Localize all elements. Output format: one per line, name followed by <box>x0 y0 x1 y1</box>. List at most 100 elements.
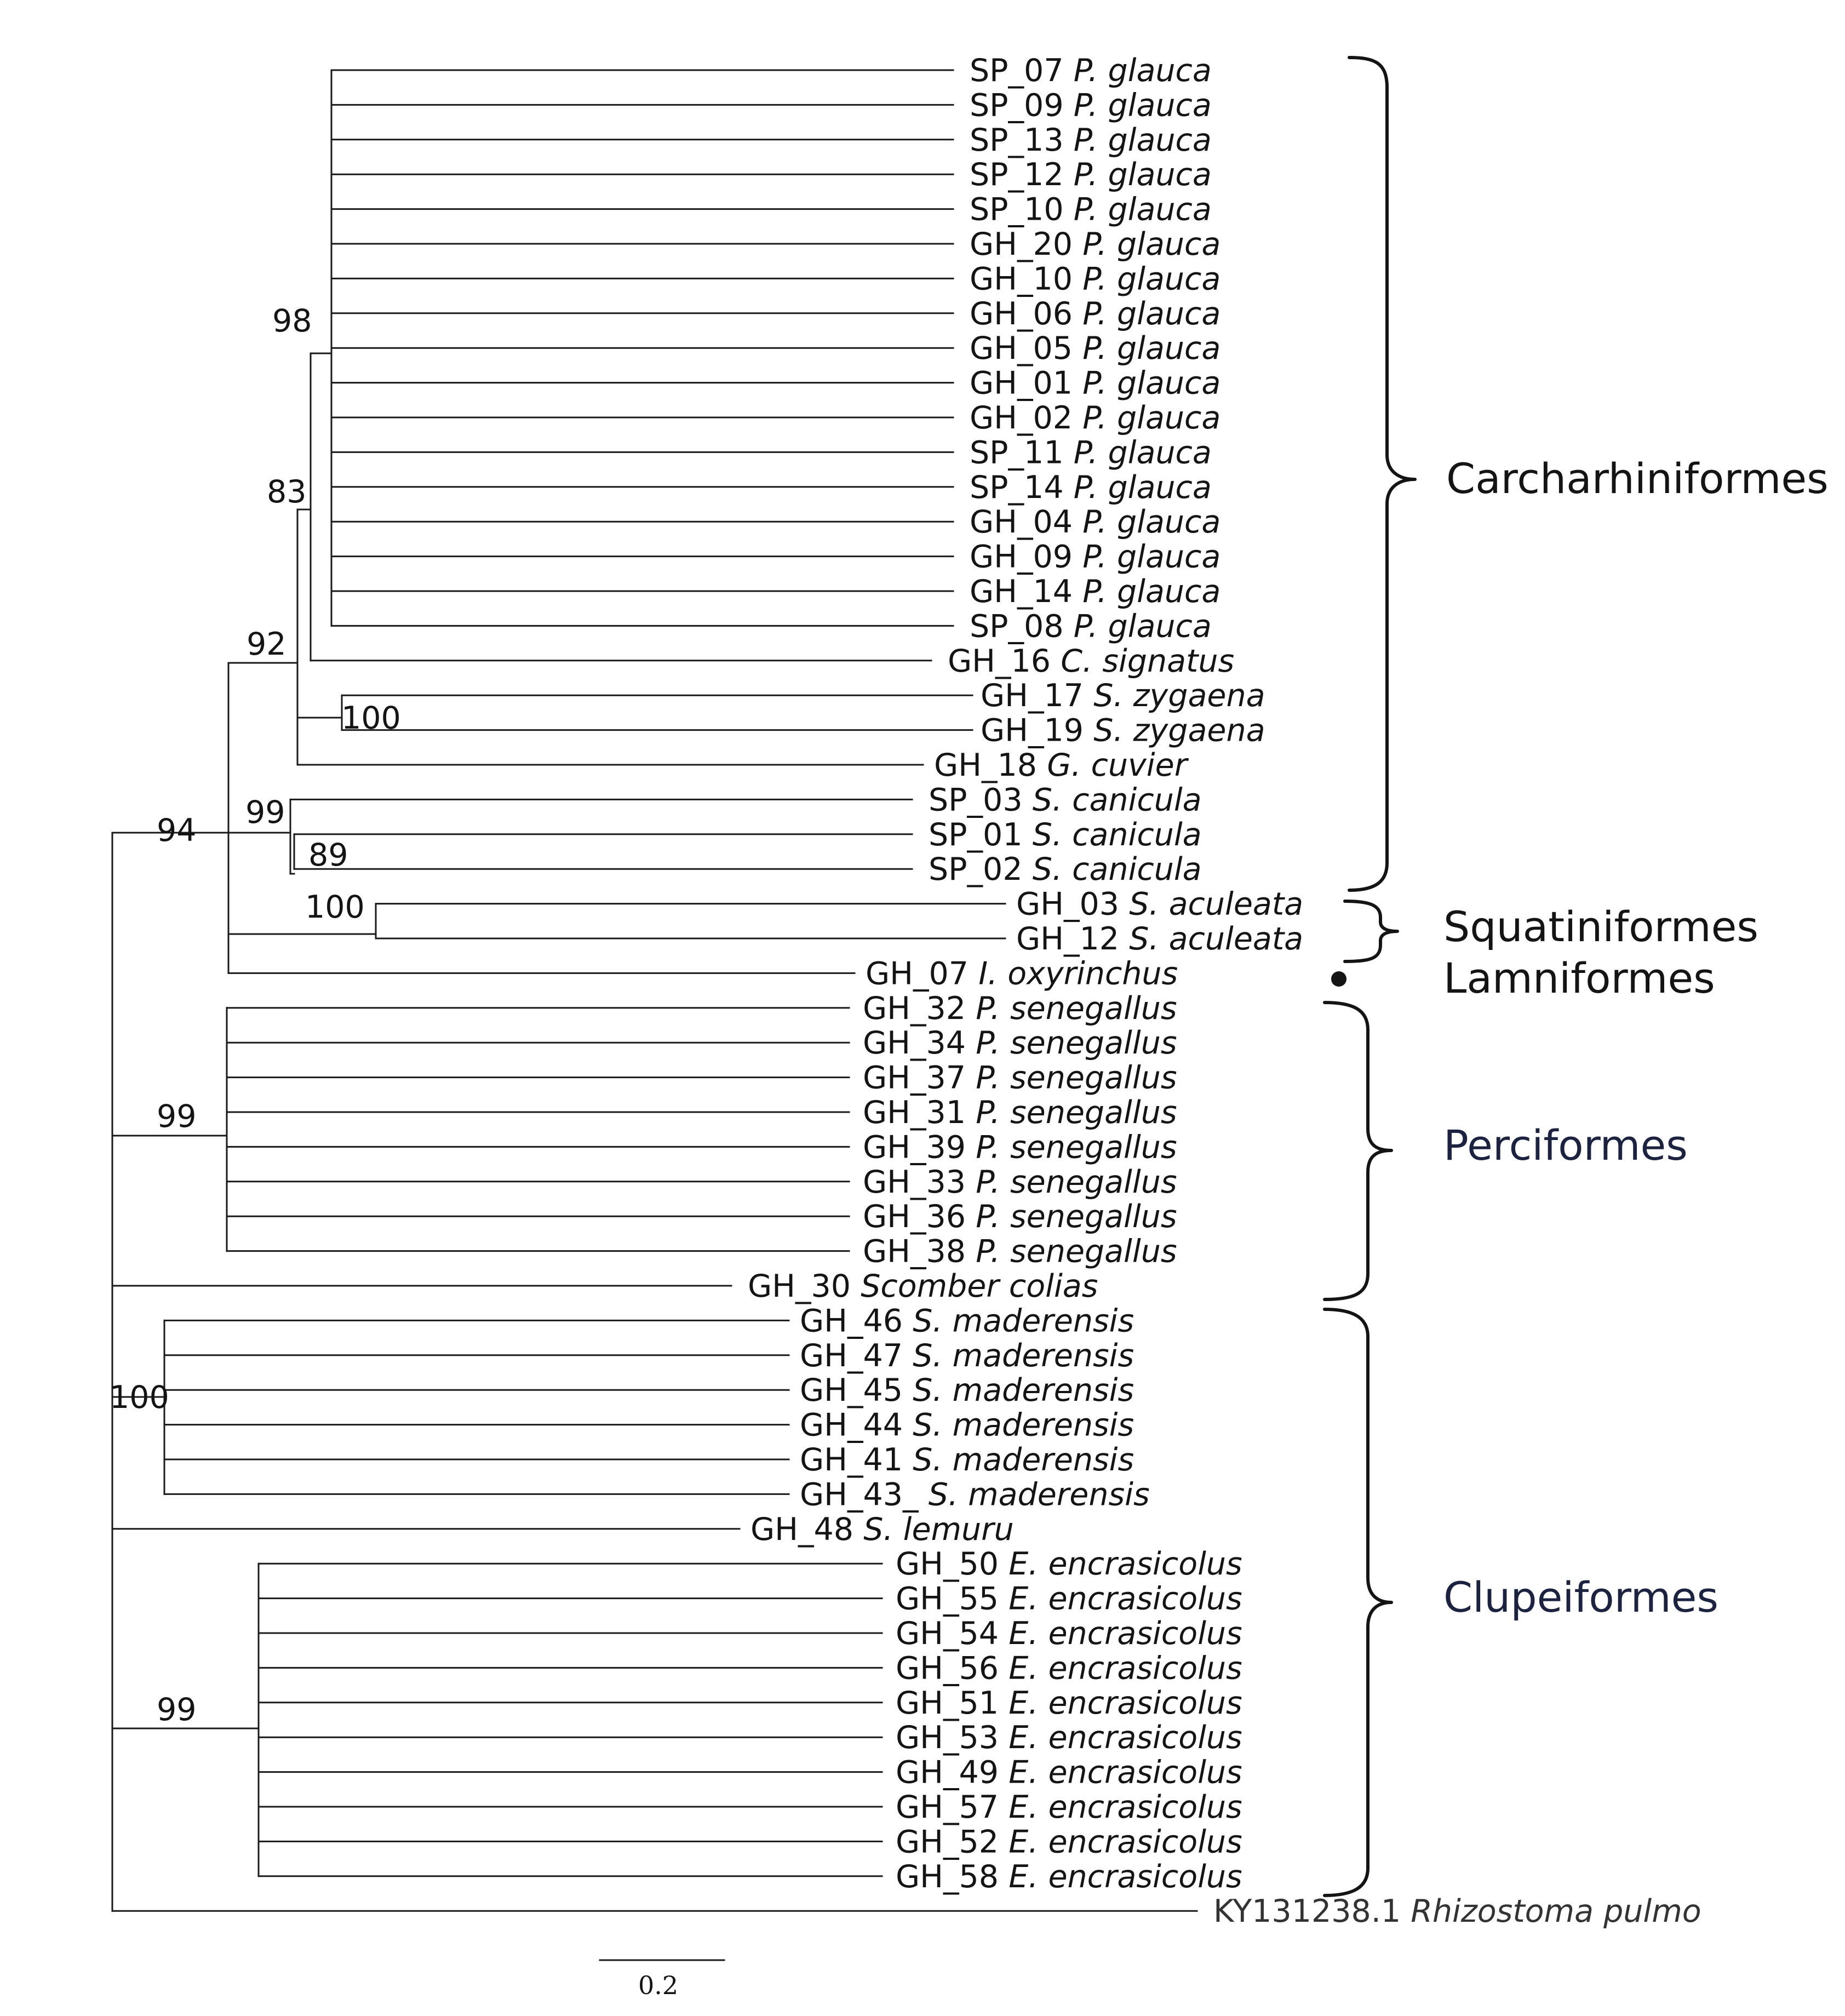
leaf-species-gh-41: S. maderensis <box>913 1442 1134 1478</box>
leaf-id-gh-49: GH_49 <box>896 1755 1009 1791</box>
leaf-id-gh-39: GH_39 <box>863 1129 976 1165</box>
leaf-label-gh-55: GH_55 E. encrasicolus <box>896 1581 1242 1617</box>
leaf-label-gh-57: GH_57 E. encrasicolus <box>896 1789 1242 1825</box>
squatiniformes-brace <box>1343 900 1399 963</box>
leaf-id-sp-12: SP_12 <box>970 157 1074 193</box>
leaf-id-sp-14: SP_14 <box>970 469 1074 506</box>
leaf-species-gh-43-: S. maderensis <box>929 1476 1150 1513</box>
leaf-species-gh-48: S. lemuru <box>863 1511 1014 1548</box>
leaf-label-gh-45: GH_45 S. maderensis <box>800 1372 1134 1408</box>
leaf-species-gh-33: P. senegallus <box>976 1164 1177 1200</box>
leaf-species-gh-07: I. oxyrinchus <box>978 955 1178 992</box>
leaf-id-ky131238-1: KY131238.1 <box>1213 1893 1411 1929</box>
leaf-species-gh-06: P. glauca <box>1082 296 1221 332</box>
scale-bar-label: 0.2 <box>638 1971 678 2000</box>
leaf-label-gh-30: GH_30 Scomber colias <box>748 1268 1098 1304</box>
leaf-species-sp-12: P. glauca <box>1074 157 1212 193</box>
leaf-id-gh-18: GH_18 <box>934 747 1047 783</box>
order-label-lamniformes: Lamniformes <box>1443 954 1715 1003</box>
support-value-7: 94 <box>157 812 197 849</box>
leaf-label-gh-58: GH_58 E. encrasicolus <box>896 1859 1242 1895</box>
leaf-id-gh-04: GH_04 <box>970 504 1082 540</box>
leaf-id-gh-41: GH_41 <box>800 1442 913 1478</box>
leaf-id-gh-16: GH_16 <box>948 643 1061 679</box>
leaf-id-gh-52: GH_52 <box>896 1824 1009 1860</box>
leaf-label-gh-16: GH_16 C. signatus <box>948 643 1234 679</box>
tree-branches <box>111 69 1198 1912</box>
leaf-id-gh-48: GH_48 <box>750 1511 863 1548</box>
support-value-0: 98 <box>272 303 312 339</box>
leaf-label-gh-19: GH_19 S. zygaena <box>981 713 1265 749</box>
leaf-species-gh-30: Scomber colias <box>861 1268 1098 1304</box>
leaf-species-gh-18: G. cuvier <box>1047 747 1189 783</box>
leaf-species-sp-13: P. glauca <box>1074 122 1212 158</box>
leaf-id-sp-13: SP_13 <box>970 122 1074 158</box>
leaf-label-gh-34: GH_34 P. senegallus <box>863 1025 1177 1061</box>
leaf-species-gh-50: E. encrasicolus <box>1009 1546 1242 1582</box>
scale-bar: 0.2 <box>599 1959 725 2000</box>
leaf-species-gh-16: C. signatus <box>1061 643 1234 679</box>
leaf-label-gh-56: GH_56 E. encrasicolus <box>896 1650 1242 1686</box>
leaf-id-gh-06: GH_06 <box>970 296 1082 332</box>
leaf-species-sp-02: S. canicula <box>1033 851 1202 887</box>
leaf-label-gh-33: GH_33 P. senegallus <box>863 1164 1177 1200</box>
leaf-species-sp-14: P. glauca <box>1074 469 1212 506</box>
leaf-id-gh-17: GH_17 <box>981 678 1093 714</box>
leaf-label-gh-54: GH_54 E. encrasicolus <box>896 1616 1242 1652</box>
leaf-id-gh-10: GH_10 <box>970 261 1082 297</box>
leaf-label-gh-09: GH_09 P. glauca <box>970 539 1221 575</box>
leaf-id-gh-07: GH_07 <box>866 955 978 992</box>
support-value-4: 99 <box>245 794 285 831</box>
leaf-id-sp-10: SP_10 <box>970 192 1074 228</box>
leaf-label-gh-07: GH_07 I. oxyrinchus <box>866 955 1178 992</box>
leaf-species-gh-32: P. senegallus <box>976 990 1177 1027</box>
leaf-species-gh-37: P. senegallus <box>976 1060 1177 1096</box>
leaf-label-sp-08: SP_08 P. glauca <box>970 608 1212 644</box>
leaf-id-gh-12: GH_12 <box>1016 921 1129 957</box>
leaf-id-gh-37: GH_37 <box>863 1060 976 1096</box>
leaf-label-sp-03: SP_03 S. canicula <box>929 782 1202 818</box>
leaf-label-gh-10: GH_10 P. glauca <box>970 261 1221 297</box>
leaf-species-gh-34: P. senegallus <box>976 1025 1177 1061</box>
leaf-id-gh-51: GH_51 <box>896 1685 1009 1721</box>
leaf-id-gh-31: GH_31 <box>863 1095 976 1131</box>
leaf-id-gh-50: GH_50 <box>896 1546 1009 1582</box>
leaf-label-gh-31: GH_31 P. senegallus <box>863 1095 1177 1131</box>
leaf-id-gh-30: GH_30 <box>748 1268 861 1304</box>
carcharhiniformes-brace <box>1348 56 1417 892</box>
leaf-label-gh-38: GH_38 P. senegallus <box>863 1234 1177 1270</box>
support-value-5: 89 <box>308 837 348 873</box>
leaf-species-gh-56: E. encrasicolus <box>1009 1650 1242 1686</box>
leaf-id-gh-47: GH_47 <box>800 1338 913 1374</box>
leaf-label-gh-41: GH_41 S. maderensis <box>800 1442 1134 1478</box>
leaf-label-sp-14: SP_14 P. glauca <box>970 469 1212 506</box>
leaf-label-gh-01: GH_01 P. glauca <box>970 365 1221 402</box>
leaf-label-gh-36: GH_36 P. senegallus <box>863 1199 1177 1235</box>
leaf-species-gh-17: S. zygaena <box>1093 678 1265 714</box>
support-value-9: 100 <box>110 1379 169 1416</box>
leaf-label-gh-50: GH_50 E. encrasicolus <box>896 1546 1242 1582</box>
leaf-species-gh-09: P. glauca <box>1082 539 1221 575</box>
leaf-species-gh-01: P. glauca <box>1082 365 1221 402</box>
leaf-label-gh-17: GH_17 S. zygaena <box>981 678 1265 714</box>
leaf-label-gh-20: GH_20 P. glauca <box>970 226 1221 262</box>
support-value-8: 99 <box>157 1098 197 1135</box>
leaf-label-gh-12: GH_12 S. aculeata <box>1016 921 1303 957</box>
leaf-id-gh-09: GH_09 <box>970 539 1082 575</box>
leaf-species-gh-54: E. encrasicolus <box>1009 1616 1242 1652</box>
leaf-species-sp-09: P. glauca <box>1074 87 1212 123</box>
leaf-label-gh-48: GH_48 S. lemuru <box>750 1511 1014 1548</box>
leaf-id-gh-14: GH_14 <box>970 574 1082 610</box>
leaf-id-gh-55: GH_55 <box>896 1581 1009 1617</box>
leaf-species-gh-04: P. glauca <box>1082 504 1221 540</box>
clupeiformes-brace <box>1323 1308 1393 1897</box>
leaf-species-gh-39: P. senegallus <box>976 1129 1177 1165</box>
leaf-label-gh-47: GH_47 S. maderensis <box>800 1338 1134 1374</box>
leaf-species-gh-47: S. maderensis <box>913 1338 1134 1374</box>
support-value-3: 100 <box>341 700 401 736</box>
leaf-id-gh-34: GH_34 <box>863 1025 976 1061</box>
leaf-label-gh-53: GH_53 E. encrasicolus <box>896 1720 1242 1756</box>
leaf-label-sp-10: SP_10 P. glauca <box>970 192 1212 228</box>
leaf-id-gh-54: GH_54 <box>896 1616 1009 1652</box>
